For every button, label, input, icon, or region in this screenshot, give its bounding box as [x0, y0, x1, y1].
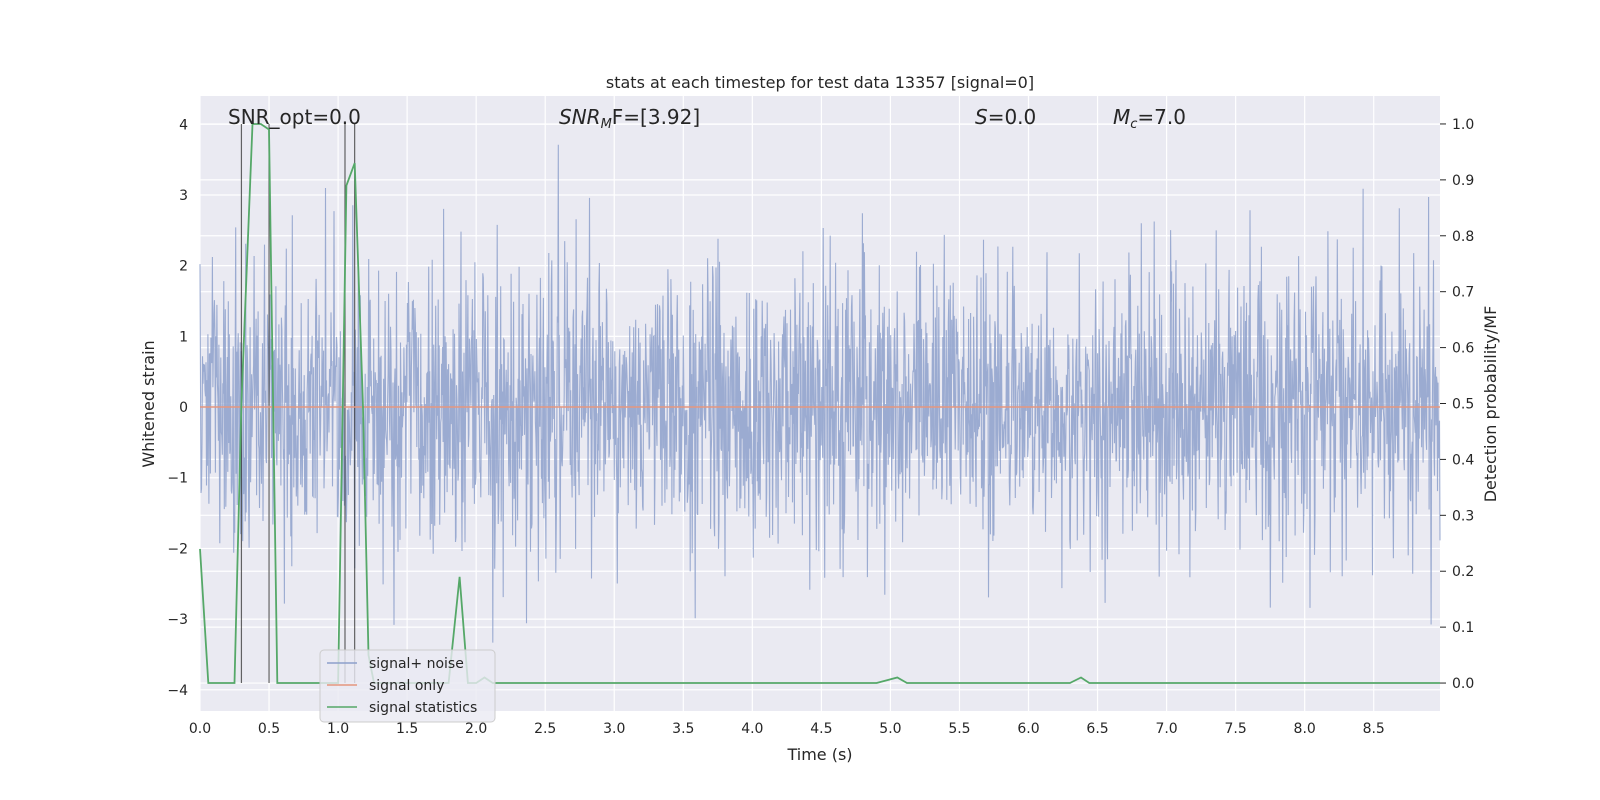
x-tick-label: 4.0	[741, 721, 763, 737]
chart-title: stats at each timestep for test data 133…	[606, 73, 1034, 92]
annotation-s: S=0.0	[975, 105, 1036, 129]
y-right-tick-label: 1.0	[1452, 117, 1474, 133]
x-tick-label: 7.5	[1225, 721, 1247, 737]
annotation-snr-mf: SNRMF=[3.92]	[559, 105, 700, 132]
y-right-tick-label: 0.5	[1452, 397, 1474, 413]
y-right-tick-label: 0.4	[1452, 452, 1474, 468]
annotation-s-base: S	[975, 105, 988, 129]
annotation-snr-mf-base: SNR	[559, 105, 601, 129]
x-tick-label: 6.5	[1086, 721, 1108, 737]
y-left-tick-label: −3	[167, 612, 188, 628]
annotation-snr-mf-sub: M	[601, 117, 612, 132]
y-right-tick-label: 0.7	[1452, 285, 1474, 301]
signal-noise-line	[199, 144, 1441, 643]
legend-label-statistics: signal statistics	[369, 700, 477, 716]
y-axis-left-label: Whitened strain	[139, 340, 158, 467]
legend-box	[319, 649, 496, 723]
y-axis-left-ticks: 4 3 2 1 0 −1 −2 −3 −4	[167, 117, 188, 699]
x-tick-label: 2.0	[465, 721, 487, 737]
y-axis-right-ticks: 1.0 0.9 0.8 0.7 0.6 0.5 0.4 0.3 0.2 0.1 0.0	[1440, 117, 1474, 692]
y-left-tick-label: 2	[179, 259, 188, 275]
y-left-tick-label: −1	[167, 471, 188, 487]
x-tick-label: 6.0	[1017, 721, 1039, 737]
y-right-tick-label: 0.1	[1452, 620, 1474, 636]
legend-label-signal-only: signal only	[369, 678, 444, 694]
x-tick-label: 8.5	[1363, 721, 1385, 737]
x-tick-label: 1.5	[396, 721, 418, 737]
y-left-tick-label: 4	[179, 117, 188, 133]
annotation-mc-rest: =7.0	[1137, 105, 1186, 129]
y-left-tick-label: −4	[167, 683, 188, 699]
y-left-tick-label: 0	[179, 400, 188, 416]
annotation-mc-sub: c	[1130, 117, 1137, 132]
annotation-s-rest: =0.0	[988, 105, 1037, 129]
annotation-snr-mf-rest: F=[3.92]	[612, 105, 700, 129]
x-tick-label: 4.5	[810, 721, 832, 737]
x-tick-label: 5.5	[948, 721, 970, 737]
y-left-tick-label: −2	[167, 541, 188, 557]
signal-noise-series	[199, 144, 1441, 643]
y-right-tick-label: 0.2	[1452, 564, 1474, 580]
y-right-tick-label: 0.9	[1452, 173, 1474, 189]
x-tick-label: 3.5	[672, 721, 694, 737]
x-axis-label: Time (s)	[786, 745, 852, 764]
y-left-tick-label: 1	[179, 329, 188, 345]
y-right-tick-label: 0.0	[1452, 676, 1474, 692]
y-right-tick-label: 0.6	[1452, 341, 1474, 357]
annotation-snr-opt: SNR_opt=0.0	[228, 105, 361, 129]
y-right-tick-label: 0.3	[1452, 508, 1474, 524]
x-tick-label: 8.0	[1294, 721, 1316, 737]
y-axis-right-label: Detection probability/MF	[1481, 306, 1500, 503]
y-right-tick-label: 0.8	[1452, 229, 1474, 245]
y-left-tick-label: 3	[179, 188, 188, 204]
x-tick-label: 3.0	[603, 721, 625, 737]
x-tick-label: 2.5	[534, 721, 556, 737]
x-tick-label: 1.0	[327, 721, 349, 737]
x-tick-label: 0.5	[258, 721, 280, 737]
x-tick-label: 7.0	[1155, 721, 1177, 737]
x-tick-label: 0.0	[189, 721, 211, 737]
legend-label-noise: signal+ noise	[369, 656, 464, 672]
annotation-mc: Mc=7.0	[1113, 105, 1186, 132]
x-axis-ticks: 0.0 0.5 1.0 1.5 2.0 2.5 3.0 3.5 4.0 4.5 5.0 5.5 6.0 6…	[189, 721, 1385, 737]
x-tick-label: 5.0	[879, 721, 901, 737]
legend: signal+ noise signal only signal statist…	[319, 649, 496, 723]
annotation-mc-base: M	[1113, 105, 1130, 129]
